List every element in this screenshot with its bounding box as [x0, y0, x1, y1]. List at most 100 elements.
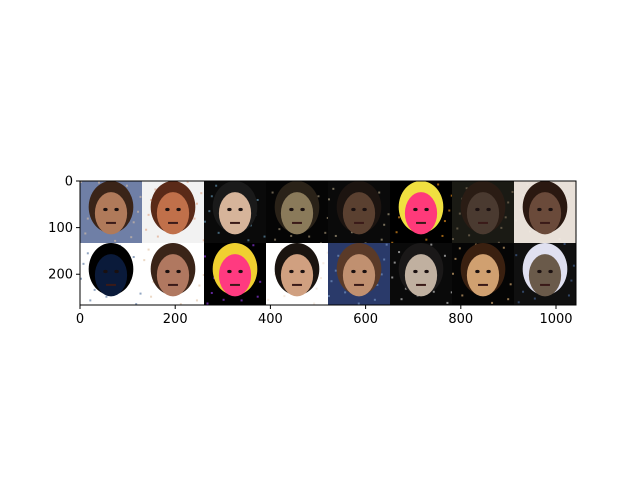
- noise-speck: [526, 183, 529, 186]
- noise-speck: [152, 280, 155, 283]
- mouth: [292, 221, 302, 224]
- face-tile: [80, 243, 142, 306]
- right-eye: [486, 207, 491, 212]
- right-eye: [238, 269, 243, 274]
- right-eye: [424, 269, 429, 274]
- noise-speck: [132, 256, 135, 259]
- face-tile: [204, 181, 266, 243]
- right-eye: [548, 269, 553, 274]
- noise-speck: [533, 297, 536, 300]
- noise-speck: [507, 201, 510, 204]
- noise-speck: [84, 232, 87, 235]
- noise-speck: [465, 187, 468, 190]
- noise-speck: [82, 262, 85, 265]
- noise-speck: [373, 298, 376, 301]
- noise-speck: [154, 188, 157, 191]
- noise-speck: [432, 290, 435, 293]
- noise-speck: [563, 243, 566, 245]
- noise-speck: [334, 234, 337, 237]
- noise-speck: [393, 261, 396, 264]
- noise-speck: [376, 283, 379, 286]
- noise-speck: [385, 243, 388, 246]
- noise-speck: [156, 235, 159, 238]
- y-tick-label: 0: [65, 175, 73, 190]
- noise-speck: [387, 213, 390, 216]
- face: [466, 192, 500, 235]
- face-tile: [452, 243, 514, 305]
- noise-speck: [468, 234, 471, 237]
- noise-speck: [400, 298, 403, 301]
- x-tick-label: 1000: [539, 312, 572, 327]
- face: [156, 192, 190, 235]
- noise-speck: [130, 236, 133, 239]
- noise-speck: [443, 220, 446, 223]
- noise-speck: [328, 295, 330, 298]
- noise-speck: [383, 223, 386, 226]
- noise-speck: [89, 299, 92, 302]
- noise-speck: [332, 187, 335, 190]
- left-eye: [165, 269, 170, 274]
- face-tile: [390, 243, 453, 305]
- left-eye: [289, 207, 294, 212]
- mouth: [230, 221, 240, 224]
- noise-speck: [515, 219, 518, 222]
- noise-speck: [458, 212, 461, 215]
- noise-speck: [313, 302, 316, 305]
- face: [94, 254, 128, 297]
- right-eye: [486, 269, 491, 274]
- noise-speck: [507, 298, 510, 301]
- noise-speck: [344, 291, 347, 294]
- noise-speck: [450, 194, 453, 197]
- noise-speck: [308, 235, 311, 238]
- face-tile: [80, 181, 142, 243]
- noise-speck: [500, 226, 503, 229]
- noise-speck: [202, 239, 205, 242]
- left-eye: [351, 269, 356, 274]
- noise-speck: [274, 238, 277, 241]
- noise-speck: [280, 247, 283, 250]
- noise-speck: [93, 288, 96, 291]
- face: [218, 192, 252, 235]
- noise-speck: [274, 273, 277, 276]
- noise-speck: [256, 198, 259, 201]
- face-tile: [514, 243, 576, 305]
- noise-speck: [200, 192, 203, 195]
- face: [280, 254, 314, 297]
- face: [94, 192, 128, 235]
- noise-speck: [454, 257, 457, 260]
- left-eye: [413, 269, 418, 274]
- x-tick-label: 400: [258, 312, 283, 327]
- noise-speck: [430, 243, 433, 246]
- noise-speck: [145, 228, 148, 231]
- noise-speck: [139, 292, 142, 295]
- face: [156, 254, 190, 297]
- mouth: [168, 221, 178, 224]
- noise-speck: [491, 301, 494, 304]
- y-tick-label: 100: [48, 221, 73, 236]
- noise-speck: [143, 259, 146, 262]
- noise-speck: [461, 294, 464, 297]
- face-tile: [452, 181, 514, 244]
- axes-frame: [79, 180, 577, 306]
- noise-speck: [398, 251, 401, 254]
- noise-speck: [456, 227, 459, 230]
- noise-speck: [252, 244, 255, 247]
- face-tile: [142, 181, 205, 243]
- right-eye: [176, 207, 181, 212]
- face: [404, 192, 438, 235]
- left-eye: [289, 269, 294, 274]
- face: [218, 254, 252, 297]
- mouth: [416, 221, 426, 224]
- noise-speck: [150, 198, 153, 201]
- left-eye: [351, 207, 356, 212]
- noise-speck: [202, 274, 205, 276]
- noise-speck: [215, 184, 218, 187]
- noise-speck: [452, 238, 454, 241]
- noise-speck: [391, 276, 394, 279]
- noise-speck: [443, 254, 446, 257]
- noise-speck: [497, 241, 500, 244]
- noise-speck: [271, 191, 274, 194]
- noise-speck: [337, 254, 340, 257]
- noise-speck: [114, 239, 117, 242]
